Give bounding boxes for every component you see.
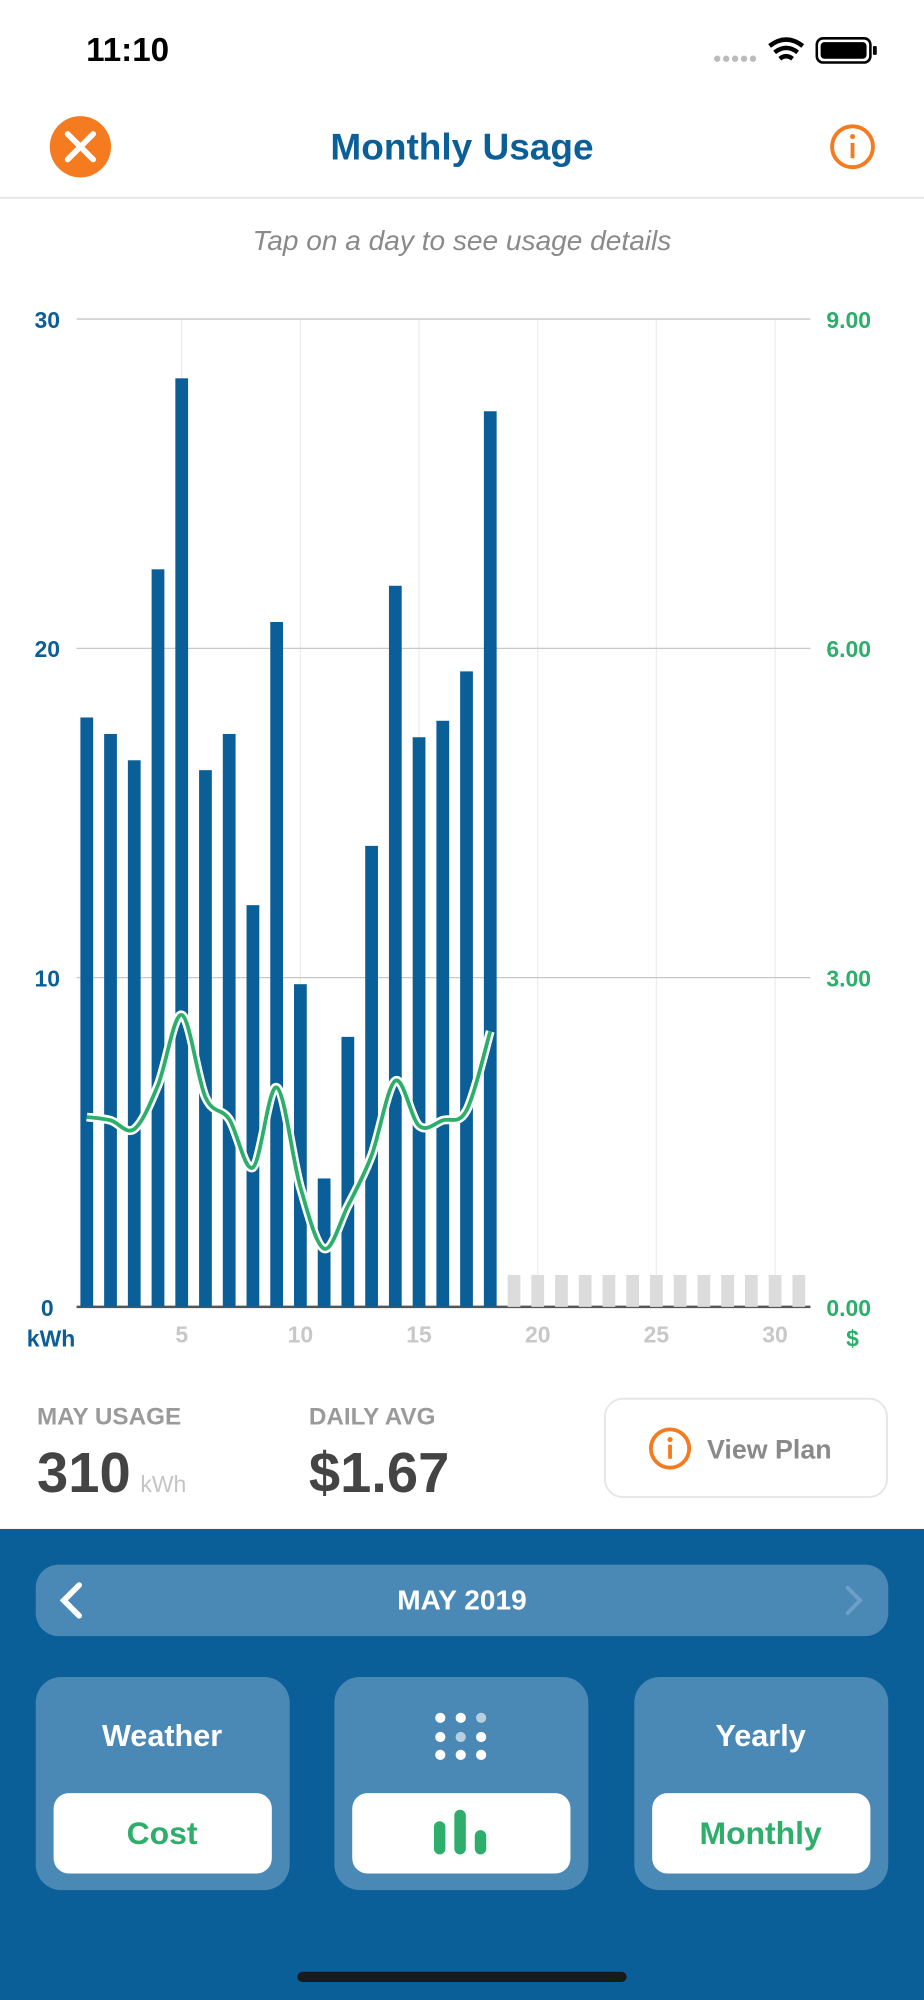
cost-line <box>86 1013 493 1251</box>
usage-unit: kWh <box>140 1471 186 1497</box>
y-tick-label: 30 <box>34 307 60 333</box>
placeholder-bar <box>768 1274 782 1307</box>
usage-bar[interactable] <box>365 845 378 1307</box>
placeholder-bar <box>602 1274 616 1307</box>
placeholder-bar <box>626 1274 640 1307</box>
left-panel-button-label: Cost <box>127 1815 198 1851</box>
home-indicator <box>297 1971 627 1983</box>
usage-bar[interactable] <box>151 569 165 1307</box>
usage-bar[interactable] <box>246 905 260 1307</box>
chart-view-icon <box>433 1809 487 1855</box>
x-tick-label: 25 <box>644 1322 670 1348</box>
x-tick-label: 5 <box>175 1322 188 1348</box>
usage-bar[interactable] <box>483 411 497 1307</box>
y-tick-label: 0 <box>41 1295 54 1321</box>
header-title: Monthly Usage <box>330 126 593 168</box>
right-panel-title[interactable]: Yearly <box>716 1719 806 1753</box>
left-panel-button[interactable] <box>53 1793 272 1874</box>
view-plan-button[interactable]: View Plan <box>603 1397 888 1498</box>
placeholder-bar <box>697 1274 711 1307</box>
y2-tick-label: 0.00 <box>826 1295 871 1321</box>
placeholder-bar <box>744 1274 758 1307</box>
y2-tick-label: 3.00 <box>826 966 871 992</box>
x-tick-label: 20 <box>525 1322 551 1348</box>
status-time: 11:10 <box>86 32 169 69</box>
next-month[interactable] <box>845 1585 863 1616</box>
placeholder-bar <box>555 1274 568 1307</box>
avg-value: $1.67 <box>309 1441 450 1504</box>
usage-bar[interactable] <box>412 737 426 1307</box>
placeholder-bar <box>792 1274 806 1307</box>
x-tick-label: 30 <box>762 1322 788 1348</box>
placeholder-bar <box>578 1274 592 1307</box>
right-panel: Yearly Monthly <box>634 1676 889 1891</box>
placeholder-bar <box>650 1274 663 1307</box>
table-view-icon[interactable] <box>435 1712 487 1760</box>
usage-bar[interactable] <box>270 621 284 1307</box>
chart[interactable]: 5 10 15 20 25 30 0 10 20 30 0.00 3.00 6.00 9.00 <box>34 307 871 1348</box>
usage-bar[interactable] <box>341 1036 355 1307</box>
usage-bar[interactable] <box>388 585 402 1307</box>
usage-bar[interactable] <box>104 733 117 1307</box>
prev-month[interactable] <box>59 1582 82 1619</box>
y2-tick-label: 9.00 <box>826 307 871 333</box>
placeholder-bar <box>721 1274 734 1307</box>
usage-bar[interactable] <box>294 984 307 1307</box>
chart-subtitle: Tap on a day to see usage details <box>253 225 672 256</box>
usage-bar[interactable] <box>127 760 141 1307</box>
right-panel-button[interactable] <box>652 1793 871 1874</box>
usage-label: MAY USAGE <box>37 1403 181 1430</box>
usage-bar[interactable] <box>199 770 212 1307</box>
status-icons <box>714 37 877 64</box>
view-plan-label: View Plan <box>707 1435 832 1465</box>
x-tick-label: 15 <box>406 1322 432 1348</box>
right-panel-button-label: Monthly <box>700 1815 822 1851</box>
placeholder-bar <box>507 1274 521 1307</box>
avg-label: DAILY AVG <box>309 1403 436 1430</box>
usage-value: 310 <box>37 1441 131 1504</box>
placeholder-bar <box>673 1274 687 1307</box>
usage-bar[interactable] <box>222 733 236 1307</box>
y2-axis-label: $ <box>846 1325 859 1351</box>
placeholder-bar <box>531 1274 545 1307</box>
usage-bar[interactable] <box>80 717 94 1307</box>
usage-bar[interactable] <box>460 671 473 1307</box>
y2-tick-label: 6.00 <box>826 636 871 662</box>
month-label: MAY 2019 <box>397 1584 527 1615</box>
month-selector: MAY 2019 <box>35 1564 889 1637</box>
center-panel <box>334 1676 589 1891</box>
usage-bar[interactable] <box>317 1178 331 1307</box>
y-tick-label: 20 <box>34 636 60 662</box>
close-button[interactable] <box>49 116 112 178</box>
left-panel-title[interactable]: Weather <box>102 1719 222 1753</box>
y-axis-label: kWh <box>27 1325 75 1351</box>
usage-bar[interactable] <box>175 378 189 1307</box>
y-tick-label: 10 <box>34 966 60 992</box>
info-button[interactable] <box>830 124 875 170</box>
left-panel: Weather Cost <box>35 1676 290 1891</box>
usage-bar[interactable] <box>436 720 450 1307</box>
x-tick-label: 10 <box>288 1322 314 1348</box>
